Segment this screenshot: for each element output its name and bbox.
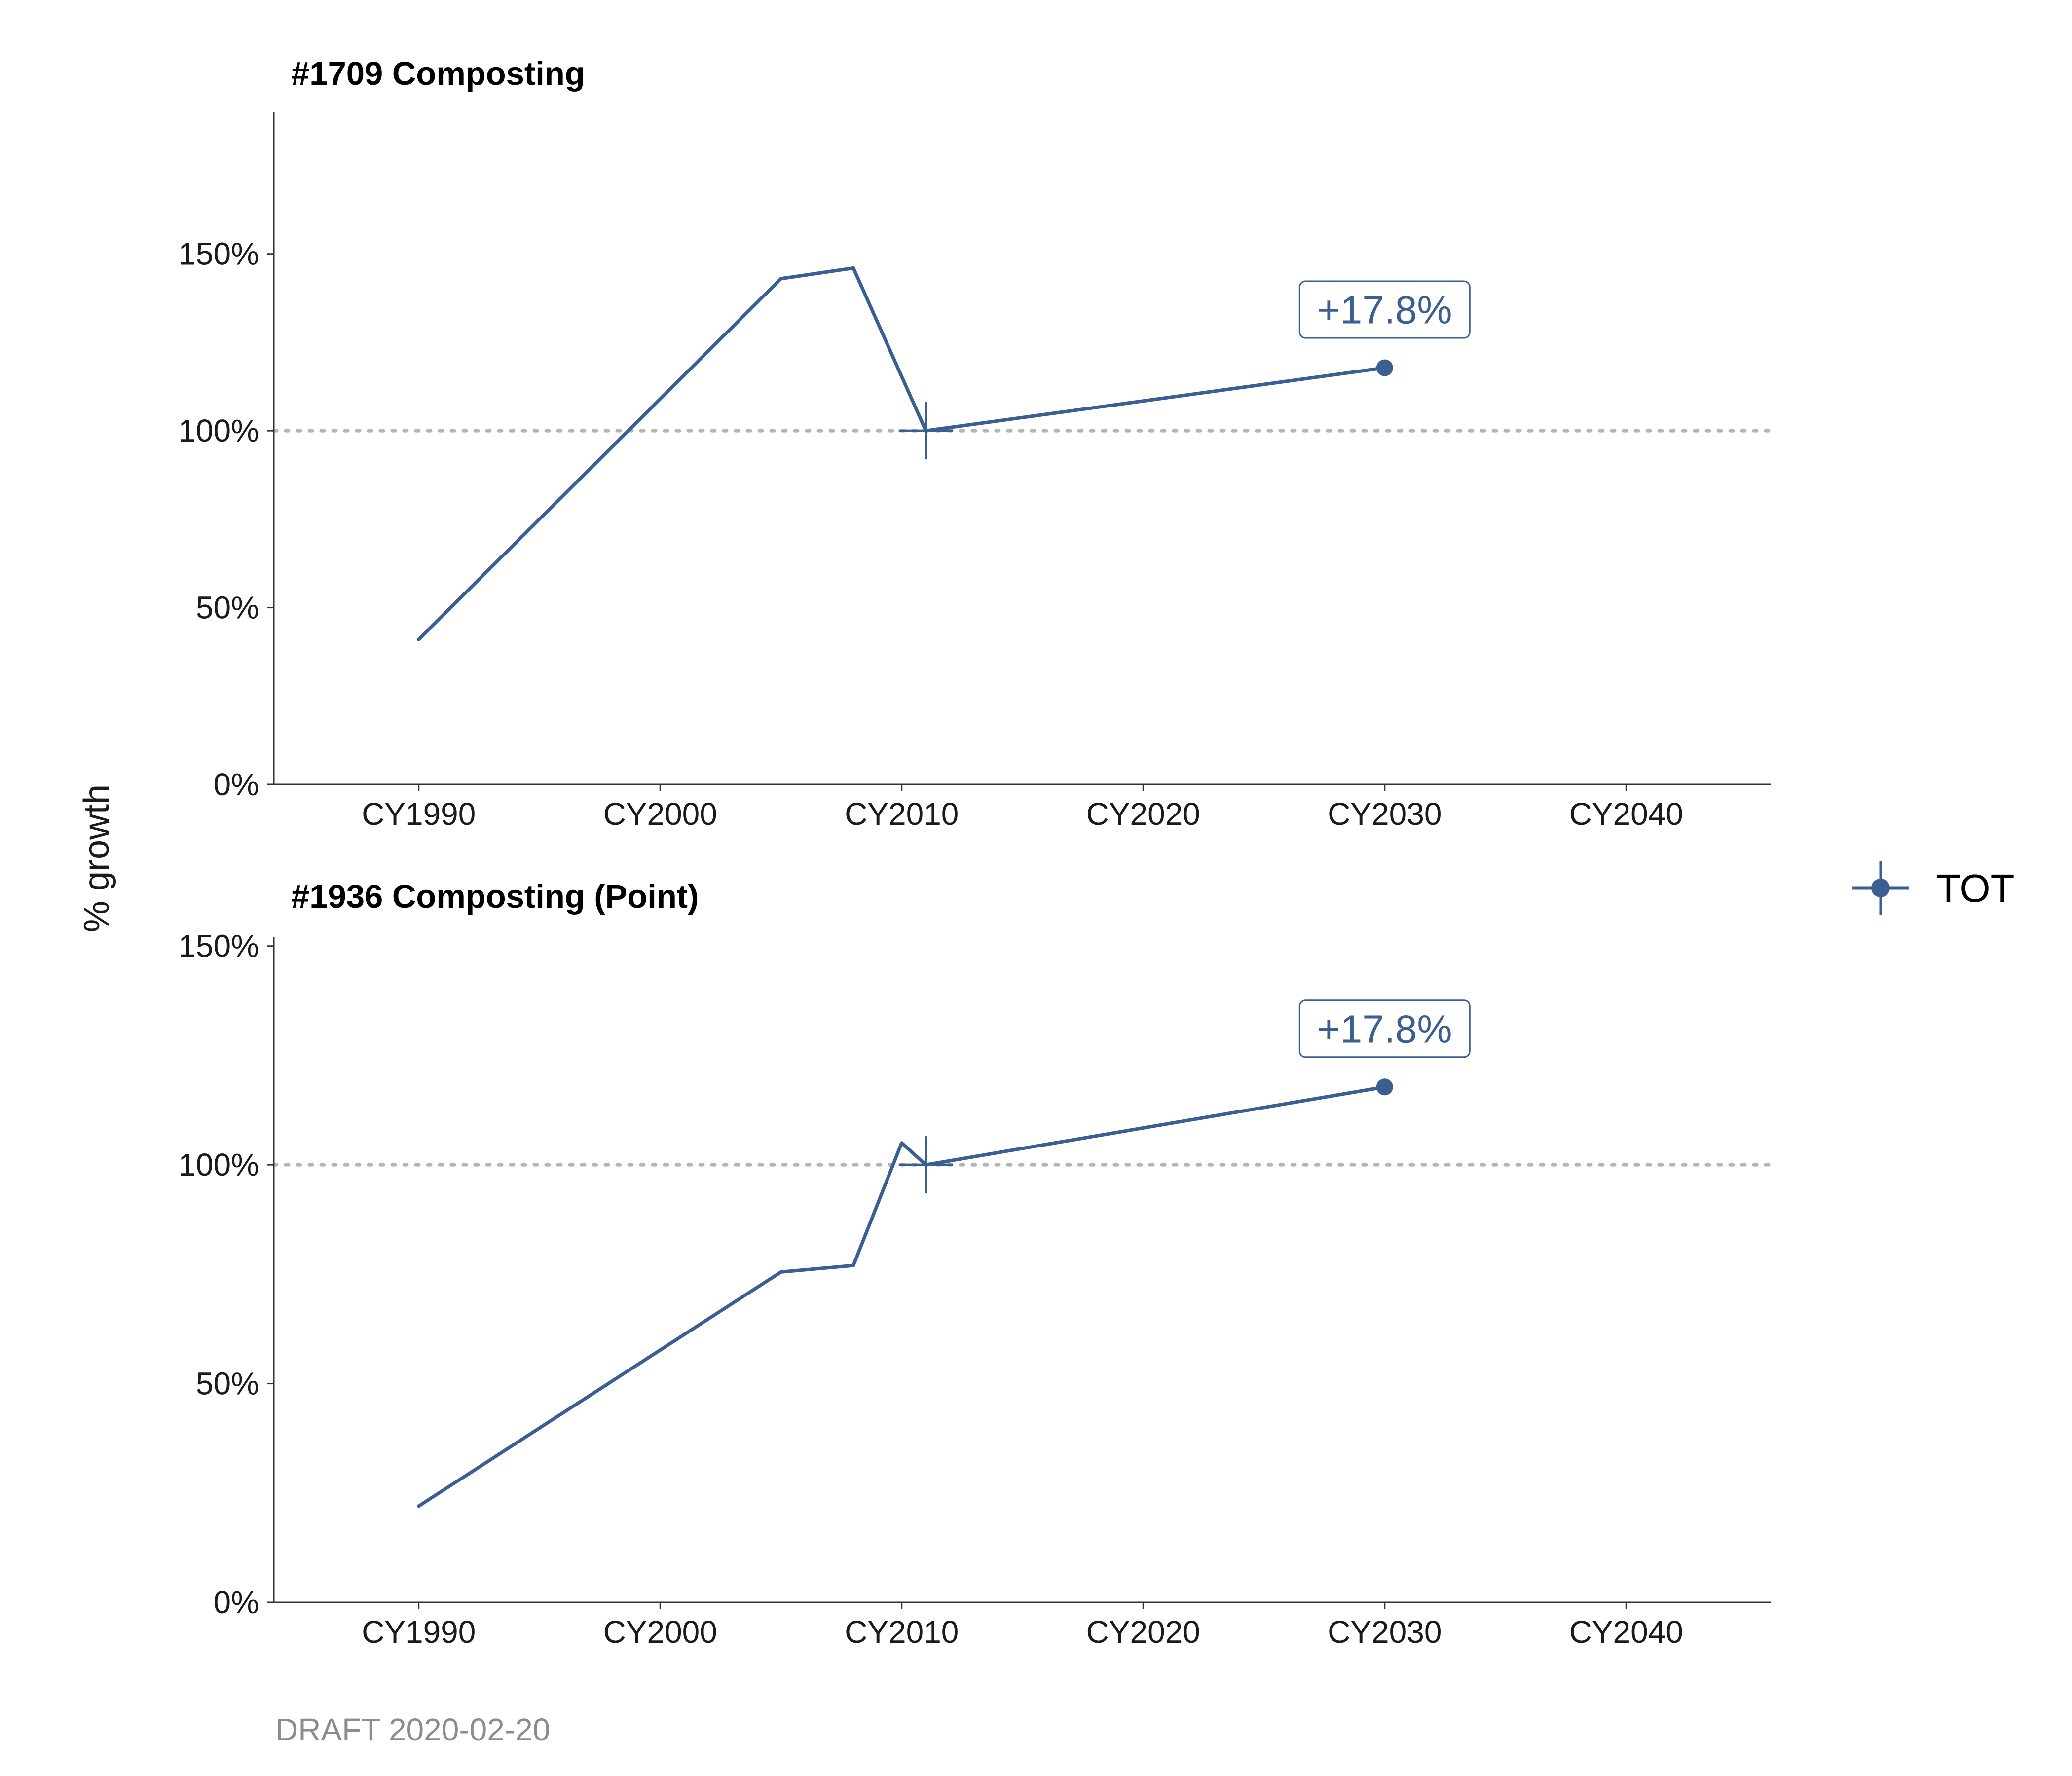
annotation-box: [1298, 999, 1471, 1058]
x-tick-label: CY2040: [1569, 796, 1683, 832]
chart-panel-2: #1936 Composting (Point) 0% 50% 100% 150% CY1…: [178, 878, 1773, 1650]
annotation-box: [1298, 280, 1471, 339]
x-tick-label: CY1990: [362, 1614, 476, 1650]
series-line-tot: [417, 266, 1387, 641]
y-tick-label: 0%: [214, 1585, 259, 1620]
panel-title: #1709 Composting: [291, 55, 585, 92]
y-axis-title: % growth: [77, 784, 116, 932]
chart-panels: #1709 Composting 0% 50% 100% 150% CY1990 CY200…: [178, 55, 1773, 1650]
x-tick-label: CY2010: [845, 796, 959, 832]
chart-panel-1: #1709 Composting 0% 50% 100% 150% CY1990 CY200…: [178, 55, 1773, 832]
legend-label: TOT: [1936, 866, 2015, 910]
x-tick-label: CY2000: [603, 1614, 717, 1650]
y-tick-label: 0%: [214, 767, 259, 802]
y-tick-label: 100%: [178, 413, 259, 448]
x-tick-label: CY2030: [1328, 796, 1442, 832]
end-point-marker: [1376, 359, 1393, 376]
x-tick-label: CY2010: [845, 1614, 959, 1650]
legend-point-symbol: [1871, 879, 1890, 897]
draft-caption: DRAFT 2020-02-20: [275, 1712, 550, 1747]
y-tick-label: 50%: [196, 590, 259, 626]
x-tick-label: CY2020: [1086, 796, 1200, 832]
annotation-label: +17.8%: [1317, 1007, 1452, 1051]
x-tick-label: CY2040: [1569, 1614, 1683, 1650]
x-tick-label: CY2000: [603, 796, 717, 832]
y-tick-label: 50%: [196, 1366, 259, 1402]
annotation-label: +17.8%: [1317, 288, 1452, 332]
x-tick-label: CY1990: [362, 796, 476, 832]
x-tick-label: CY2030: [1328, 1614, 1442, 1650]
y-tick-label: 100%: [178, 1147, 259, 1183]
legend: TOT: [1852, 861, 2015, 915]
series-line-tot: [417, 1085, 1387, 1508]
y-tick-label: 150%: [178, 236, 259, 272]
panel-title: #1936 Composting (Point): [291, 878, 699, 915]
end-point-marker: [1376, 1078, 1393, 1096]
y-tick-label: 150%: [178, 928, 259, 964]
x-tick-label: CY2020: [1086, 1614, 1200, 1650]
